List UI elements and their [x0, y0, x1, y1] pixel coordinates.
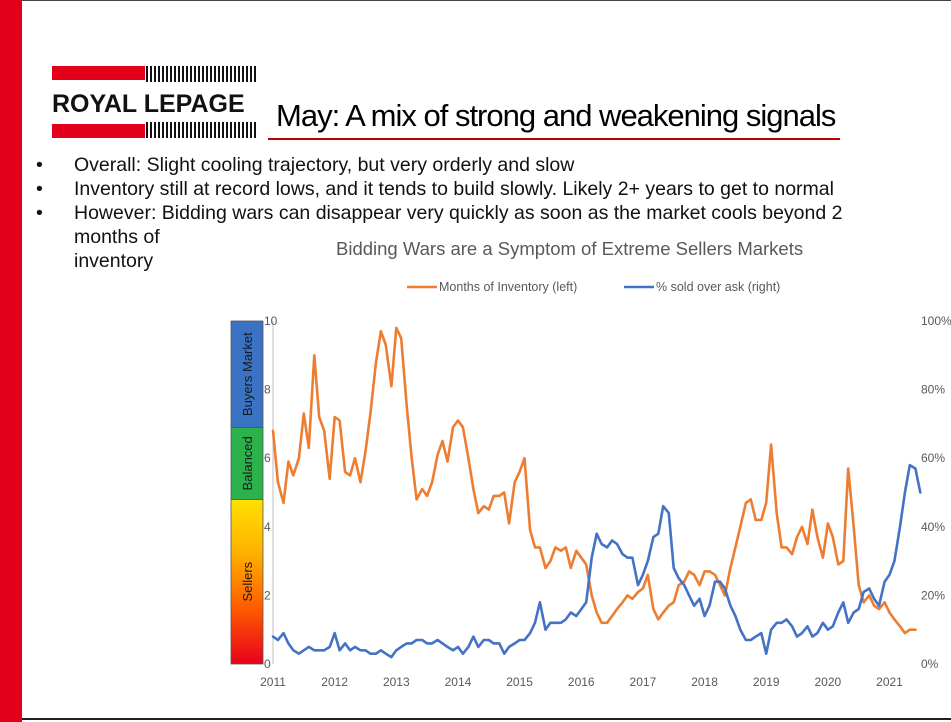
left-tick-label: 10 — [264, 314, 278, 328]
x-tick-label: 2018 — [691, 675, 718, 689]
bullet-dot: • — [36, 178, 43, 200]
x-tick-label: 2011 — [260, 675, 286, 689]
market-band — [230, 320, 264, 428]
legend-label: Months of Inventory (left) — [439, 280, 577, 294]
bullet-dot: • — [36, 154, 43, 176]
chart-title: Bidding Wars are a Symptom of Extreme Se… — [336, 238, 804, 259]
left-tick-label: 4 — [264, 520, 271, 534]
logo-red-band-top — [52, 66, 145, 80]
band-label: Buyers Market — [240, 332, 255, 416]
title-underline — [268, 138, 840, 140]
bullet-text: Inventory still at record lows, and it t… — [74, 178, 834, 200]
right-tick-label: 40% — [921, 520, 945, 534]
x-tick-label: 2014 — [445, 675, 472, 689]
slide-title: May: A mix of strong and weakening signa… — [276, 98, 836, 133]
x-tick-label: 2015 — [506, 675, 533, 689]
brand-side-bar — [0, 0, 22, 722]
logo-barcode-bottom — [146, 122, 256, 138]
bottom-border — [22, 718, 951, 720]
bullet-list: • Overall: Slight cooling trajectory, but… — [30, 153, 944, 273]
right-tick-label: 20% — [921, 588, 945, 602]
x-tick-label: 2017 — [630, 675, 657, 689]
series-line — [271, 463, 922, 659]
x-tick-label: 2013 — [383, 675, 410, 689]
x-tick-label: 2021 — [876, 675, 903, 689]
band-label: Balanced — [240, 436, 255, 490]
bullet-text-line: months of — [74, 226, 160, 248]
left-tick-label: 2 — [264, 588, 271, 602]
logo-barcode-top — [146, 66, 256, 82]
bullet-text-line: inventory — [74, 250, 154, 272]
x-tick-label: 2019 — [753, 675, 780, 689]
royal-lepage-logo: ROYAL LEPAGE — [52, 66, 256, 138]
right-tick-label: 0% — [921, 657, 939, 671]
logo-red-band-bottom — [52, 124, 145, 138]
right-tick-label: 100% — [921, 314, 951, 328]
band-label: Sellers — [240, 561, 255, 601]
left-tick-label: 6 — [264, 451, 271, 465]
legend-label: % sold over ask (right) — [656, 280, 780, 294]
right-tick-label: 60% — [921, 451, 945, 465]
x-tick-label: 2012 — [321, 675, 348, 689]
right-tick-label: 80% — [921, 383, 945, 397]
market-band — [230, 426, 264, 500]
x-tick-label: 2020 — [815, 675, 842, 689]
logo-wordmark: ROYAL LEPAGE — [52, 90, 245, 118]
bullet-item: • Overall: Slight cooling trajectory, but… — [30, 153, 944, 177]
x-tick-label: 2016 — [568, 675, 595, 689]
series-line — [271, 326, 917, 635]
top-border — [22, 0, 951, 1]
bullet-text: Overall: Slight cooling trajectory, but … — [74, 154, 575, 176]
market-band — [230, 498, 264, 665]
bullet-dot: • — [36, 202, 43, 224]
left-tick-label: 8 — [264, 383, 271, 397]
bullet-item: • Inventory still at record lows, and it … — [30, 177, 944, 201]
left-tick-label: 0 — [264, 657, 271, 671]
